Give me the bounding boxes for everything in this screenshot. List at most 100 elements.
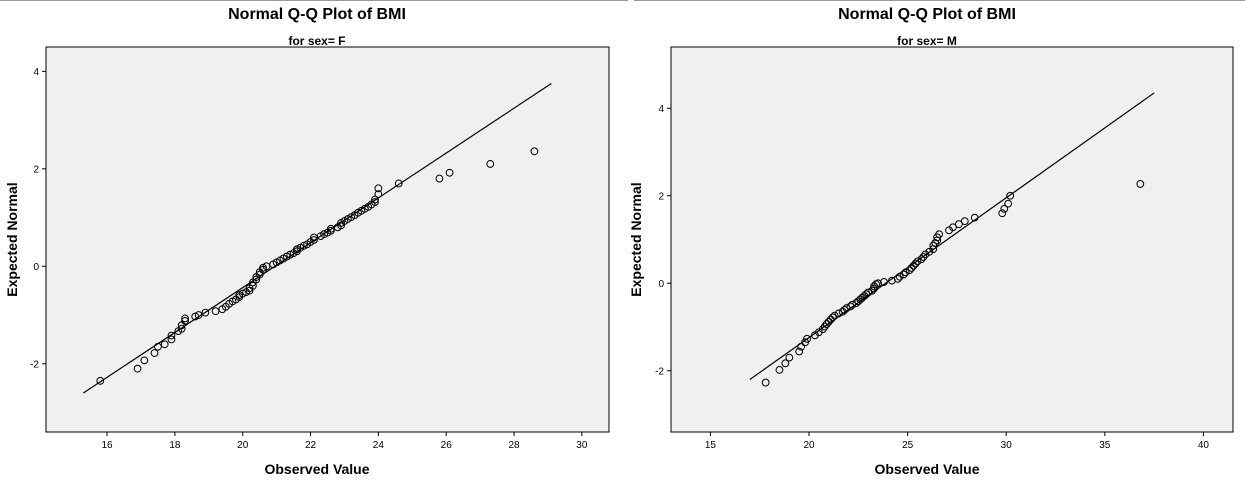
data-point xyxy=(781,359,790,368)
data-point xyxy=(919,253,928,261)
data-point xyxy=(262,262,271,271)
x-tick-label: 24 xyxy=(373,440,385,451)
data-point xyxy=(818,325,827,334)
data-point xyxy=(797,342,806,351)
y-axis-label: Expected Normal xyxy=(628,182,644,296)
data-point xyxy=(154,342,162,351)
data-point xyxy=(775,365,784,374)
chart-title: Normal Q-Q Plot of BMI xyxy=(228,6,406,23)
data-point xyxy=(167,331,176,340)
data-point xyxy=(530,147,539,156)
data-point xyxy=(177,324,186,333)
data-point xyxy=(949,223,957,232)
data-point xyxy=(931,239,940,247)
data-point xyxy=(259,263,267,272)
chart-subtitle: for sex= F xyxy=(288,34,345,48)
data-point xyxy=(181,316,189,325)
qq-plot-panel-male: Normal Q-Q Plot of BMI for sex= M -2 0 2 4 15 2… xyxy=(628,6,1234,477)
data-point xyxy=(326,226,335,235)
data-point xyxy=(820,322,829,331)
plot-area xyxy=(670,46,1234,433)
data-point xyxy=(899,270,908,279)
plot-area xyxy=(45,46,610,433)
y-tick-label: 2 xyxy=(658,191,664,202)
x-tick-label: 20 xyxy=(803,440,815,451)
data-point xyxy=(917,255,926,264)
data-point xyxy=(160,340,169,349)
data-point xyxy=(862,290,871,299)
data-point xyxy=(371,198,379,206)
data-point xyxy=(435,174,444,183)
data-point xyxy=(921,250,930,259)
data-point xyxy=(874,279,882,288)
data-point xyxy=(840,306,849,314)
y-tick-label: 2 xyxy=(33,164,39,175)
chart-title: Normal Q-Q Plot of BMI xyxy=(838,6,1016,23)
data-point xyxy=(1004,199,1013,208)
data-point xyxy=(1006,191,1015,200)
chart-subtitle: for sex= M xyxy=(897,34,957,48)
data-point xyxy=(880,278,888,286)
data-point xyxy=(830,311,839,320)
data-point xyxy=(320,230,329,239)
data-point xyxy=(893,274,902,283)
data-point xyxy=(901,268,910,277)
data-point xyxy=(935,230,944,239)
data-point xyxy=(374,190,383,199)
x-tick-label: 40 xyxy=(1198,440,1210,451)
x-tick-label: 22 xyxy=(305,440,317,451)
x-tick-label: 26 xyxy=(441,440,453,451)
y-tick-label: -2 xyxy=(30,359,39,370)
x-tick-label: 35 xyxy=(1099,440,1111,451)
reference-line xyxy=(749,92,1155,380)
y-tick-label: -2 xyxy=(655,366,664,377)
x-tick-label: 28 xyxy=(508,440,520,451)
data-point xyxy=(181,314,189,323)
x-axis-label: Observed Value xyxy=(874,461,979,477)
data-point xyxy=(299,241,308,250)
data-point xyxy=(868,286,877,295)
data-point xyxy=(785,353,794,362)
x-tick-label: 20 xyxy=(237,440,249,451)
data-point xyxy=(761,378,770,387)
data-point xyxy=(133,364,142,373)
x-tick-label: 16 xyxy=(101,440,113,451)
data-point xyxy=(913,257,922,266)
data-point xyxy=(1136,180,1145,188)
data-point xyxy=(998,209,1007,218)
data-point xyxy=(864,288,873,297)
data-point xyxy=(905,266,914,275)
data-point xyxy=(211,307,220,316)
data-point xyxy=(846,302,855,311)
y-tick-label: 0 xyxy=(33,262,39,273)
data-point xyxy=(909,261,918,270)
y-tick-label: 4 xyxy=(658,104,664,115)
data-point xyxy=(194,311,203,319)
data-point xyxy=(191,312,200,321)
data-point xyxy=(486,160,495,168)
data-point xyxy=(248,281,257,290)
x-tick-label: 25 xyxy=(902,440,914,451)
data-point xyxy=(293,245,301,254)
data-point xyxy=(907,264,916,272)
y-tick-label: 4 xyxy=(33,67,39,78)
y-tick-label: 0 xyxy=(658,279,664,290)
data-point xyxy=(1000,204,1009,213)
data-point xyxy=(238,289,247,298)
data-point xyxy=(394,179,403,188)
data-point xyxy=(445,168,454,177)
data-point xyxy=(140,356,149,365)
data-point xyxy=(96,376,105,385)
x-tick-label: 30 xyxy=(1001,440,1013,451)
x-axis-label: Observed Value xyxy=(264,461,369,477)
data-point xyxy=(235,291,244,299)
data-point xyxy=(371,195,379,204)
data-point xyxy=(374,184,383,193)
data-point xyxy=(167,335,176,344)
data-point xyxy=(911,259,920,268)
x-tick-label: 30 xyxy=(576,440,588,451)
data-point xyxy=(826,315,835,324)
data-point xyxy=(824,317,833,326)
